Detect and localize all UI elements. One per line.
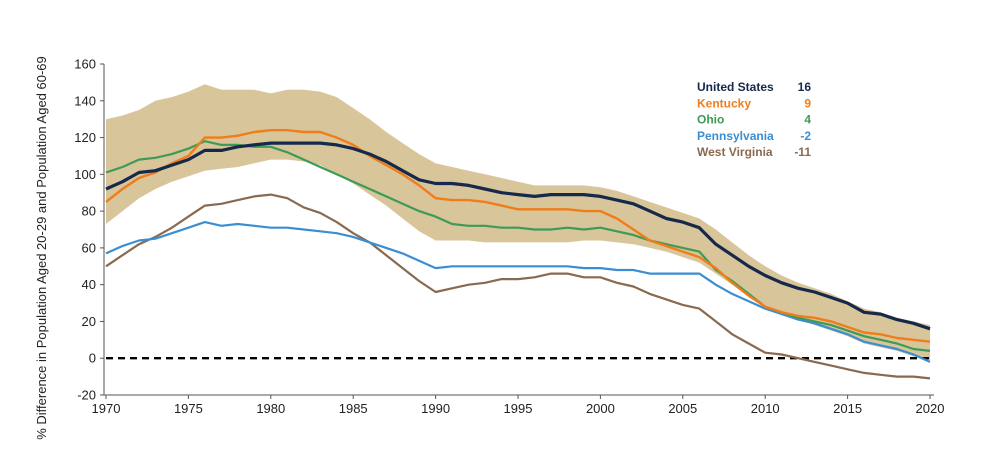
y-tick-label: -20 — [77, 388, 96, 403]
legend-label-ohio: Ohio — [697, 113, 724, 127]
x-tick-label: 2015 — [833, 401, 862, 416]
series-line-ohio — [105, 140, 931, 352]
x-tick-label: 1995 — [504, 401, 533, 416]
y-tick-label: 100 — [74, 167, 96, 182]
legend-label-united-states: United States — [697, 80, 774, 94]
y-tick-label: 120 — [74, 130, 96, 145]
x-tick-label: 1990 — [421, 401, 450, 416]
y-tick-label: 60 — [82, 240, 96, 255]
legend-label-pennsylvania: Pennsylvania — [697, 129, 774, 143]
legend-value-united-states: 16 — [798, 80, 812, 94]
range-band — [106, 84, 930, 361]
legend-value-kentucky: 9 — [804, 96, 811, 110]
series-layer — [105, 129, 931, 380]
series-line-kentucky — [105, 129, 931, 343]
x-tick-label: 2000 — [586, 401, 615, 416]
x-tick-label: 1985 — [339, 401, 368, 416]
series-line-west-virginia — [105, 193, 931, 380]
x-tick-label: 2010 — [751, 401, 780, 416]
x-tick-label: 2005 — [668, 401, 697, 416]
legend-value-pennsylvania: -2 — [800, 129, 811, 143]
legend: United States 16 Kentucky 9 Ohio 4 Pennsylvani… — [697, 80, 811, 159]
legend-value-ohio: 4 — [804, 113, 811, 127]
y-tick-label: 40 — [82, 277, 96, 292]
y-tick-label: 0 — [89, 351, 96, 366]
series-line-united-states — [105, 141, 931, 331]
legend-label-kentucky: Kentucky — [697, 96, 751, 110]
y-tick-label: 80 — [82, 204, 96, 219]
x-tick-label: 1975 — [174, 401, 203, 416]
legend-label-west-virginia: West Virginia — [697, 145, 773, 159]
range-band-layer — [106, 84, 930, 361]
x-tick-label: 1970 — [92, 401, 121, 416]
x-tick-label: 1980 — [256, 401, 285, 416]
axes-layer — [103, 64, 934, 396]
series-line-pennsylvania — [105, 221, 931, 363]
legend-value-west-virginia: -11 — [794, 145, 811, 159]
y-axis-title: % Difference in Population Aged 20-29 an… — [34, 56, 49, 440]
x-tick-label: 2020 — [916, 401, 945, 416]
y-tick-label: 160 — [74, 57, 96, 72]
y-tick-label: 20 — [82, 314, 96, 329]
tick-labels-layer: -20 0 20 40 60 80 100 120 140 160 1970 1975 1980 1985… — [74, 57, 944, 417]
y-tick-label: 140 — [74, 93, 96, 108]
